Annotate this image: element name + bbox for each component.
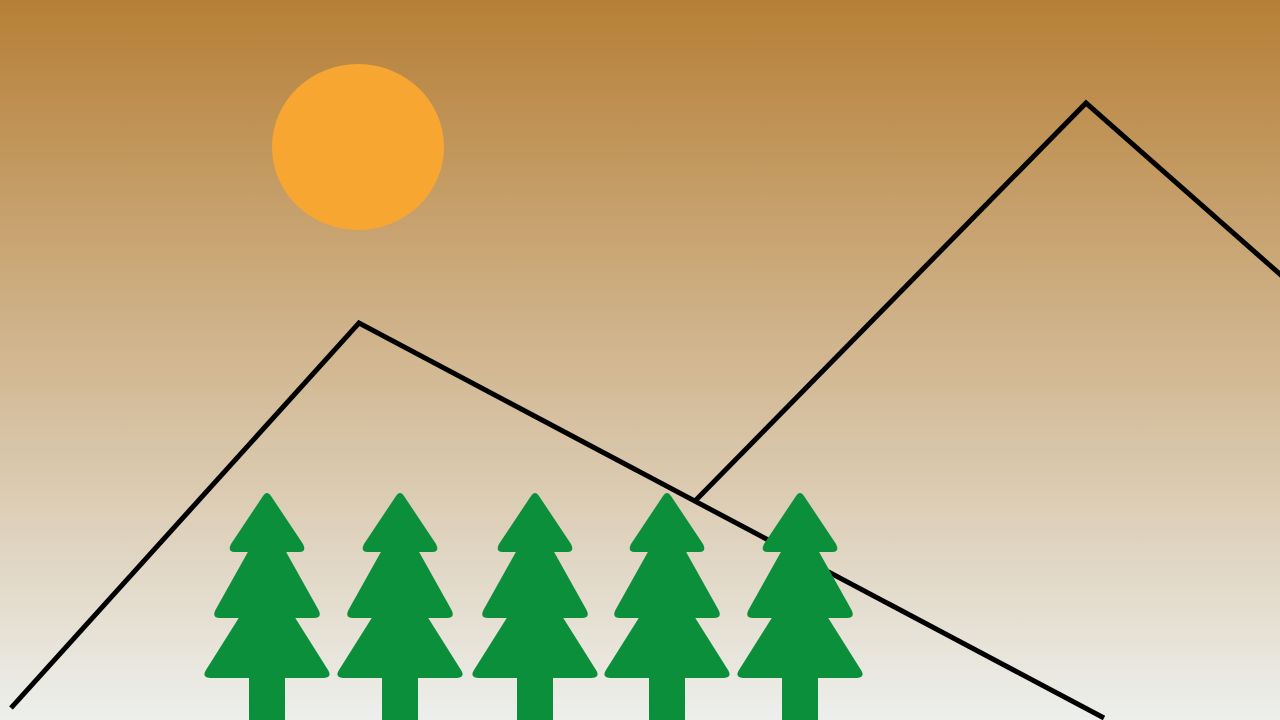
back-mountain-outline — [694, 99, 1280, 502]
mountain-range — [9, 99, 1280, 720]
sun-icon — [272, 64, 444, 230]
front-mountain-outline — [9, 319, 1106, 720]
